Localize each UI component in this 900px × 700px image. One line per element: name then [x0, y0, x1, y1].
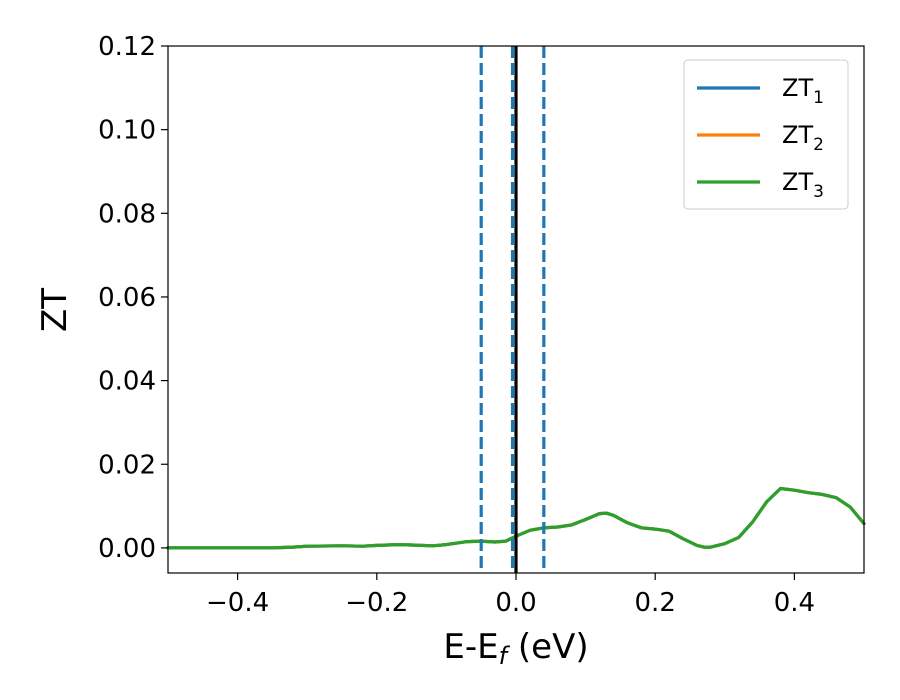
y-tick-label: 0.04 [98, 367, 156, 397]
x-tick-label: 0.4 [774, 588, 815, 618]
y-axis-label: ZT [35, 288, 75, 332]
x-axis-label: E-Ef (eV) [443, 627, 588, 670]
y-tick-label: 0.00 [98, 534, 156, 564]
y-tick-label: 0.12 [98, 32, 156, 62]
x-tick-label: −0.2 [345, 588, 408, 618]
x-axis: −0.4 −0.2 0.0 0.2 0.4 [206, 573, 815, 618]
legend-frame [683, 59, 849, 210]
y-tick-label: 0.02 [98, 450, 156, 480]
x-tick-label: 0.2 [635, 588, 676, 618]
y-tick-label: 0.08 [98, 199, 156, 229]
y-tick-label: 0.06 [98, 283, 156, 313]
x-tick-label: −0.4 [206, 588, 269, 618]
vertical-reference-lines [479, 46, 546, 573]
legend-label-3: ZT3 [782, 168, 824, 202]
legend-label-2: ZT2 [782, 121, 824, 155]
legend-label-1: ZT1 [782, 74, 824, 108]
y-tick-label: 0.10 [98, 116, 156, 146]
series-line-3 [166, 486, 866, 550]
y-axis: 0.00 0.02 0.04 0.06 0.08 0.10 0.12 [98, 32, 168, 564]
x-tick-label: 0.0 [495, 588, 536, 618]
legend: ZT1 ZT2 ZT3 [683, 59, 849, 210]
plot-lines [166, 486, 866, 550]
